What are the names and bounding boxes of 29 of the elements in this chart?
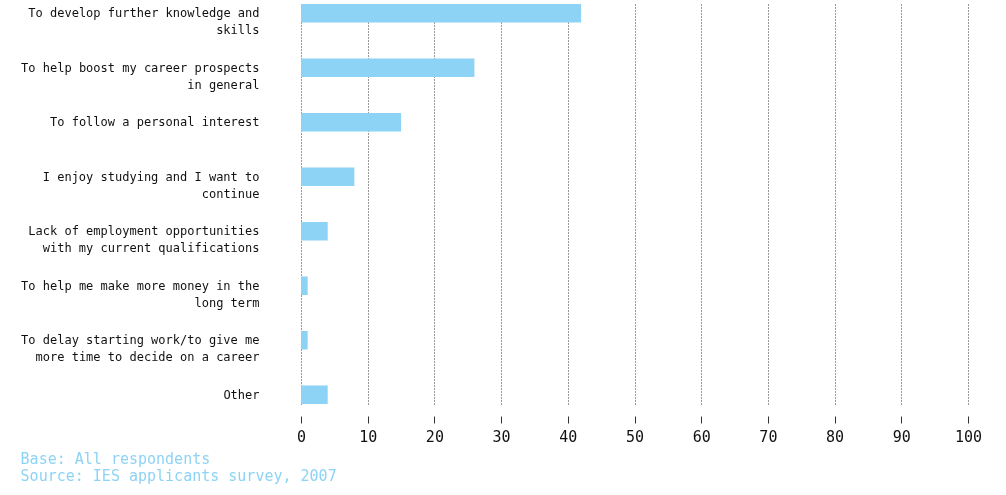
x-tick-label: 90 bbox=[892, 427, 911, 446]
bar bbox=[301, 4, 582, 23]
x-tick-label: 40 bbox=[559, 427, 578, 446]
x-tick-label: 20 bbox=[425, 427, 444, 446]
bar bbox=[301, 330, 308, 350]
x-tick-label: 10 bbox=[359, 427, 378, 446]
y-tick-label: To follow a personal interest bbox=[49, 115, 260, 130]
x-tick-label: 30 bbox=[492, 427, 511, 446]
y-tick-label: To help me make more money in the long term bbox=[21, 278, 260, 310]
bar bbox=[301, 385, 328, 404]
y-tick-label: I enjoy studying and I want to continue bbox=[42, 169, 260, 201]
x-tick-label: 70 bbox=[759, 427, 778, 446]
x-tick-label: 80 bbox=[826, 427, 845, 446]
y-tick-label: Other bbox=[223, 387, 260, 402]
bar bbox=[301, 167, 355, 187]
x-tick-label: 60 bbox=[692, 427, 711, 446]
source-note: Source: IES applicants survey, 2007 bbox=[20, 467, 337, 485]
x-tick-label: 0 bbox=[296, 427, 307, 446]
bar bbox=[301, 276, 308, 296]
y-tick-label: To develop further knowledge and skills bbox=[28, 6, 260, 38]
text: Base: All respondents bbox=[20, 450, 211, 468]
y-tick-label: Lack of employment opportunities with my current qualifications bbox=[28, 224, 260, 256]
bar bbox=[301, 58, 475, 78]
y-tick-label: To delay starting work/to give me more time to decide on a career bbox=[21, 333, 260, 365]
x-tick-label: 100 bbox=[954, 427, 983, 446]
y-tick-label: To help boost my career prospects in general bbox=[21, 60, 260, 92]
x-tick-label: 50 bbox=[625, 427, 645, 446]
bar bbox=[301, 221, 328, 241]
bar bbox=[301, 112, 402, 132]
